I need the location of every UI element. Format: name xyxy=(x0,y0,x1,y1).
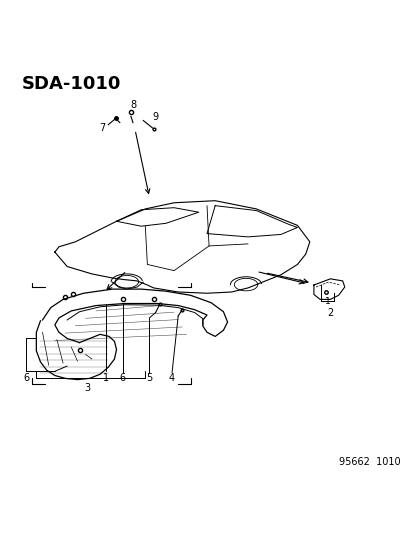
Text: 4: 4 xyxy=(169,373,175,383)
Text: 2: 2 xyxy=(326,308,333,318)
Text: 8: 8 xyxy=(130,100,136,110)
Text: 95662  1010: 95662 1010 xyxy=(338,457,399,467)
Text: SDA-1010: SDA-1010 xyxy=(22,75,121,93)
Text: 5: 5 xyxy=(146,373,152,383)
Text: 7: 7 xyxy=(99,123,105,133)
Text: 3: 3 xyxy=(85,383,90,393)
Text: 9: 9 xyxy=(152,112,158,122)
Text: 6: 6 xyxy=(24,373,30,383)
Text: 6: 6 xyxy=(119,373,126,383)
Text: 1: 1 xyxy=(103,373,109,383)
Text: 1: 1 xyxy=(324,297,330,306)
